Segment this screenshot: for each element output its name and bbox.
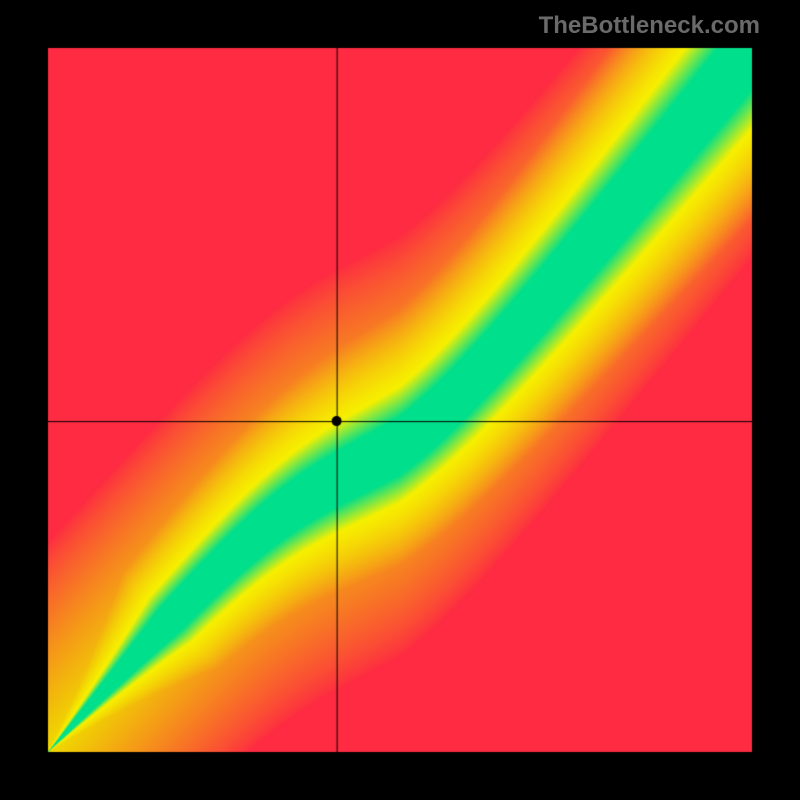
bottleneck-heatmap <box>0 0 800 800</box>
watermark-text: TheBottleneck.com <box>539 12 760 40</box>
